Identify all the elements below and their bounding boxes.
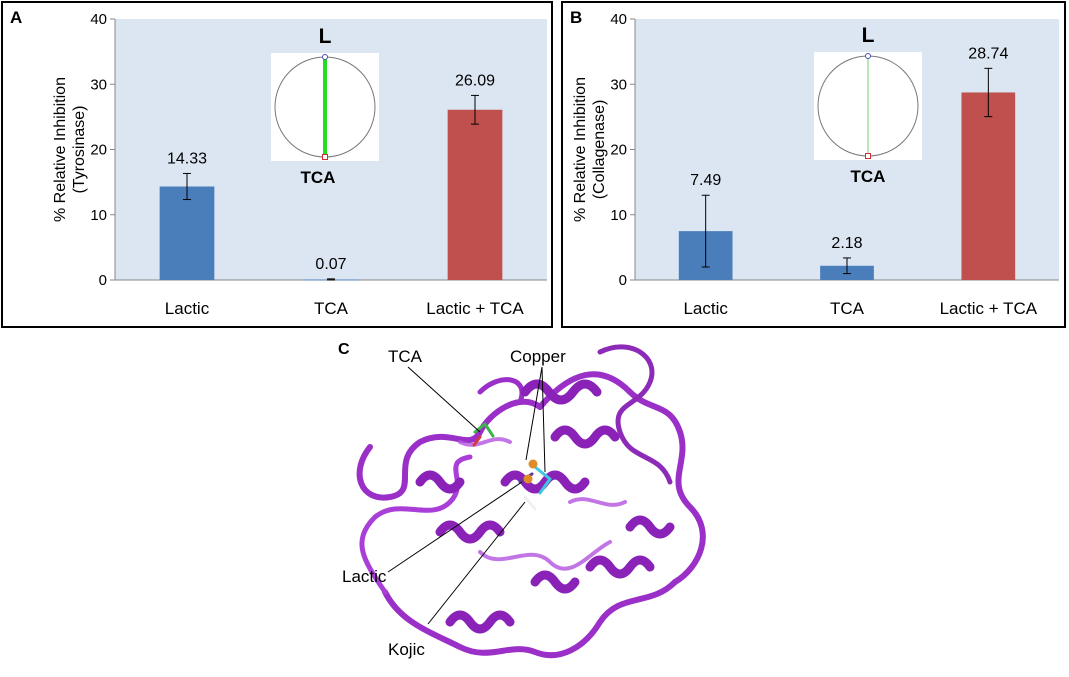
interaction-inset: [814, 52, 922, 160]
y-tick-label: 20: [90, 142, 107, 159]
y-tick-label: 30: [610, 76, 627, 93]
panel-a: A 0 10 20 30 40 % Relative Inhibition (Tyrosin…: [1, 1, 553, 328]
x-category-label: Lactic + TCA: [940, 299, 1038, 318]
x-category-label: Lactic: [165, 299, 210, 318]
y-tick-label: 0: [99, 272, 107, 289]
y-tick-label: 30: [90, 76, 107, 93]
y-tick-label: 0: [619, 272, 627, 289]
data-label: 7.49: [690, 172, 721, 189]
collagenase-inhibition-chart: 0 10 20 30 40 % Relative Inhibition (Collagena…: [572, 11, 1059, 318]
x-category-label: TCA: [314, 299, 349, 318]
inset-node-bottom: [322, 154, 328, 160]
panel-letter-a: A: [10, 8, 23, 27]
x-category-label: Lactic + TCA: [426, 299, 524, 318]
y-tick-label: 40: [610, 11, 627, 28]
x-category-label: Lactic: [683, 299, 728, 318]
interaction-inset: [271, 53, 379, 161]
y-axis-label-line2: (Tyrosinase): [71, 105, 88, 193]
lactic-label: Lactic: [342, 567, 387, 586]
kojic-label: Kojic: [388, 640, 425, 659]
inset-top-label: L: [319, 25, 332, 48]
panel-c: C: [330, 332, 720, 674]
data-label: 28.74: [968, 45, 1008, 62]
panel-b: B 0 10 20 30 40 % Relative Inhibition (Collage…: [561, 1, 1066, 328]
y-tick-label: 10: [90, 207, 107, 224]
label-pointer-lines: [387, 366, 546, 625]
inset-bottom-label: TCA: [851, 167, 886, 186]
tca-label: TCA: [388, 347, 423, 366]
bar: [159, 186, 215, 280]
x-category-label: TCA: [830, 299, 865, 318]
tyrosinase-inhibition-chart: 0 10 20 30 40 % Relative Inhibition (Tyrosinas…: [52, 11, 547, 318]
data-label: 2.18: [831, 235, 862, 252]
inset-node-top: [322, 54, 328, 60]
panel-letter-b: B: [570, 8, 583, 27]
data-label: 26.09: [455, 72, 495, 89]
inset-node-bottom: [865, 153, 871, 159]
y-tick-label: 40: [90, 11, 107, 28]
panel-letter-c: C: [338, 341, 350, 358]
y-axis-label: % Relative Inhibition (Collagenase): [572, 77, 608, 222]
bar: [447, 109, 503, 280]
inset-node-top: [865, 53, 871, 59]
protein-structure-figure: C: [338, 341, 706, 659]
y-axis-label-line1: % Relative Inhibition: [52, 77, 69, 222]
y-axis-label-line2: (Collagenase): [591, 100, 608, 200]
data-label: 14.33: [167, 150, 207, 167]
bar: [961, 92, 1016, 280]
inset-top-label: L: [862, 24, 875, 47]
y-tick-label: 20: [610, 142, 627, 159]
copper-label: Copper: [510, 347, 566, 366]
data-label: 0.07: [315, 256, 346, 273]
y-axis-label: % Relative Inhibition (Tyrosinase): [52, 77, 88, 222]
y-tick-label: 10: [610, 207, 627, 224]
protein-ribbon-illustration: [356, 344, 706, 659]
y-axis-label-line1: % Relative Inhibition: [572, 77, 589, 222]
inset-bottom-label: TCA: [301, 168, 336, 187]
